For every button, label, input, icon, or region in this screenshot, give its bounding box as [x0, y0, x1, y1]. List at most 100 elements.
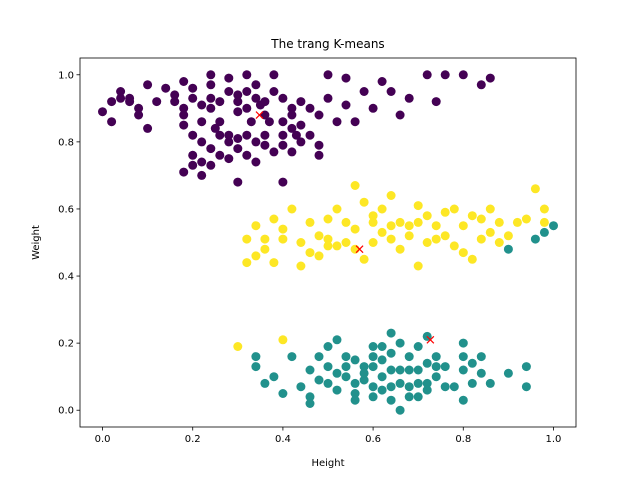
scatter-point: [269, 214, 279, 224]
scatter-point: [323, 70, 333, 80]
scatter-point: [224, 154, 234, 164]
scatter-point: [215, 117, 225, 127]
scatter-point: [251, 80, 261, 90]
scatter-point: [476, 80, 486, 90]
scatter-point: [512, 217, 522, 227]
scatter-point: [485, 227, 495, 237]
scatter-point: [440, 362, 450, 372]
x-axis-ticks: 0.0 0.2 0.4 0.6 0.8 1.0: [95, 427, 561, 445]
scatter-point: [431, 221, 441, 231]
scatter-point: [377, 355, 387, 365]
scatter-point: [179, 110, 189, 120]
scatter-point: [179, 77, 189, 86]
scatter-point: [413, 378, 423, 388]
scatter-point: [377, 372, 387, 382]
scatter-point: [386, 395, 396, 405]
scatter-point: [152, 97, 162, 107]
scatter-point: [242, 150, 252, 160]
scatter-point: [341, 352, 351, 362]
scatter-point: [260, 140, 270, 150]
scatter-point: [422, 358, 432, 368]
scatter-point: [449, 204, 459, 214]
scatter-point: [314, 375, 324, 385]
scatter-point: [413, 217, 423, 227]
scatter-point: [134, 110, 144, 120]
scatter-point: [350, 244, 360, 254]
scatter-point: [341, 73, 351, 83]
y-tick-label: 1.0: [58, 70, 74, 81]
scatter-point: [269, 70, 279, 80]
scatter-point: [440, 382, 450, 392]
scatter-point: [233, 107, 243, 117]
scatter-point: [386, 87, 396, 96]
scatter-point: [341, 100, 351, 110]
scatter-point: [521, 382, 531, 392]
scatter-point: [395, 365, 405, 375]
scatter-point: [305, 392, 315, 402]
scatter-point: [188, 83, 198, 93]
scatter-point: [404, 392, 414, 402]
scatter-point: [422, 378, 432, 388]
scatter-point: [549, 221, 558, 231]
scatter-point: [224, 87, 234, 96]
scatter-point: [323, 234, 333, 244]
scatter-point: [296, 120, 306, 130]
scatter-point: [260, 130, 270, 140]
y-axis-label: Weight: [31, 225, 42, 260]
scatter-point: [386, 191, 396, 200]
scatter-point: [251, 251, 261, 261]
scatter-point: [323, 241, 333, 251]
scatter-point: [296, 238, 306, 247]
scatter-point: [323, 362, 333, 372]
scatter-point: [431, 97, 441, 107]
centroid-markers: [255, 111, 435, 344]
scatter-point: [377, 385, 387, 395]
scatter-point: [521, 214, 531, 224]
plot-frame: [79, 57, 577, 428]
scatter-point: [197, 170, 207, 180]
scatter-point: [188, 93, 198, 103]
x-tick-label: 0.6: [365, 434, 381, 445]
scatter-point: [422, 238, 432, 247]
scatter-point: [242, 70, 252, 80]
scatter-point: [404, 382, 414, 392]
centroid-marker: [355, 245, 364, 254]
scatter-point: [377, 77, 387, 86]
scatter-point: [377, 342, 387, 351]
scatter-point: [431, 362, 441, 372]
scatter-point: [251, 362, 261, 372]
scatter-point: [260, 244, 270, 254]
scatter-point: [503, 231, 513, 241]
scatter-point: [458, 338, 468, 348]
scatter-point: [116, 87, 126, 96]
scatter-point: [539, 217, 549, 227]
scatter-point: [314, 251, 324, 261]
scatter-point: [269, 147, 279, 157]
scatter-point: [260, 378, 270, 388]
scatter-point: [449, 241, 459, 251]
scatter-point: [368, 362, 378, 372]
scatter-point: [485, 204, 495, 214]
scatter-point: [413, 365, 423, 375]
scatter-point: [260, 234, 270, 244]
scatter-point: [323, 214, 333, 224]
scatter-point: [350, 378, 360, 388]
scatter-point: [332, 204, 342, 214]
scatter-point: [251, 137, 261, 147]
y-tick-label: 0.6: [58, 204, 74, 215]
scatter-point: [305, 365, 315, 375]
scatter-point: [476, 368, 486, 378]
scatter-point: [188, 130, 198, 140]
scatter-point: [233, 177, 243, 187]
centroid-marker: [426, 335, 435, 344]
scatter-point: [143, 80, 153, 90]
centroid-marker: [255, 111, 264, 119]
scatter-point: [368, 342, 378, 351]
scatter-point: [404, 221, 414, 231]
scatter-point: [224, 73, 234, 83]
scatter-point: [314, 352, 324, 362]
scatter-point: [210, 123, 220, 133]
chart-title: The trang K-means: [270, 37, 384, 51]
scatter-point: [368, 103, 378, 113]
scatter-point: [251, 93, 261, 103]
